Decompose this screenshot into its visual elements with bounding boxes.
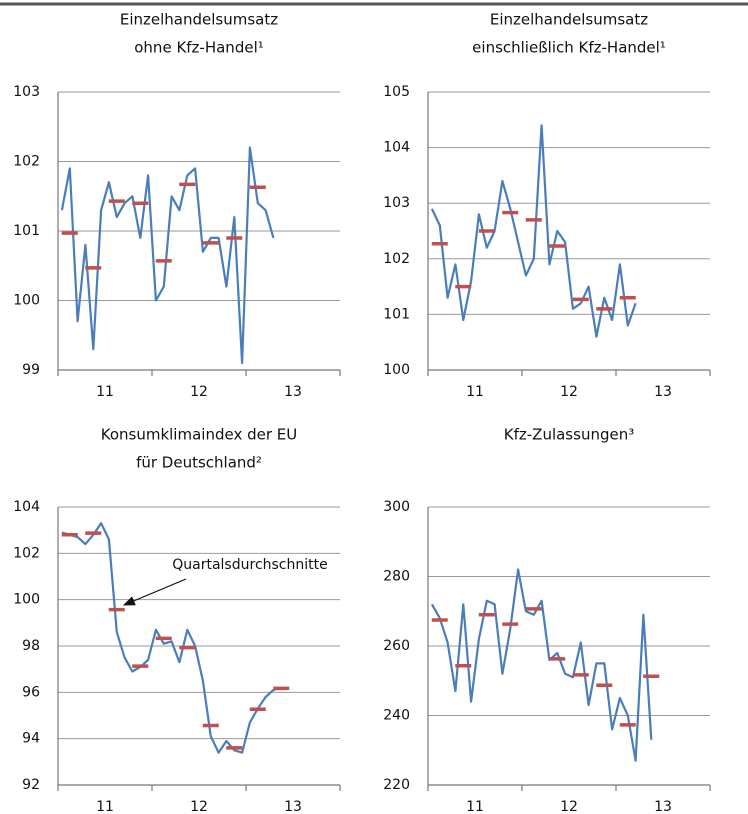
chart-title: Einzelhandelsumsatz [120,11,278,29]
chart-title: Einzelhandelsumsatz [490,11,648,29]
y-tick-label: 98 [22,638,40,654]
x-tick-label: 13 [284,384,302,400]
y-tick-label: 102 [13,545,40,561]
x-tick-label: 12 [560,799,578,814]
y-tick-label: 105 [383,84,410,100]
x-tick-label: 12 [190,384,208,400]
y-tick-label: 100 [13,293,40,309]
y-tick-label: 100 [13,592,40,608]
chart-title: für Deutschland² [136,454,262,472]
y-tick-label: 104 [13,499,40,515]
y-tick-label: 220 [383,777,410,793]
x-tick-label: 11 [96,384,114,400]
chart-title: Kfz-Zulassungen³ [504,426,634,444]
y-tick-label: 104 [383,140,410,156]
x-tick-label: 13 [654,799,672,814]
y-tick-label: 102 [13,154,40,170]
monthly-line [60,146,275,365]
chart-title: ohne Kfz-Handel¹ [134,39,264,57]
chart-title: Konsumklimaindex der EU [101,426,297,444]
y-tick-label: 96 [22,684,40,700]
x-tick-label: 11 [96,799,114,814]
y-tick-label: 260 [383,638,410,654]
y-tick-label: 101 [13,223,40,239]
x-tick-label: 11 [466,384,484,400]
annotation-arrow [122,578,187,606]
y-tick-label: 100 [383,362,410,378]
x-tick-label: 11 [466,799,484,814]
monthly-line [430,124,637,338]
y-tick-label: 94 [22,731,40,747]
x-tick-label: 13 [654,384,672,400]
y-tick-label: 101 [383,306,410,322]
monthly-line [61,522,282,754]
x-tick-label: 12 [190,799,208,814]
y-tick-label: 102 [383,251,410,267]
x-tick-label: 13 [284,799,302,814]
x-tick-label: 12 [560,384,578,400]
monthly-line [430,568,653,762]
chart-title: einschließlich Kfz-Handel¹ [472,39,666,57]
y-tick-label: 99 [22,362,40,378]
y-tick-label: 103 [13,84,40,100]
y-tick-label: 280 [383,569,410,585]
y-tick-label: 92 [22,777,40,793]
annotation: Quartalsdurchschnitte [172,557,327,573]
y-tick-label: 300 [383,499,410,515]
y-tick-label: 103 [383,195,410,211]
y-tick-label: 240 [383,708,410,724]
